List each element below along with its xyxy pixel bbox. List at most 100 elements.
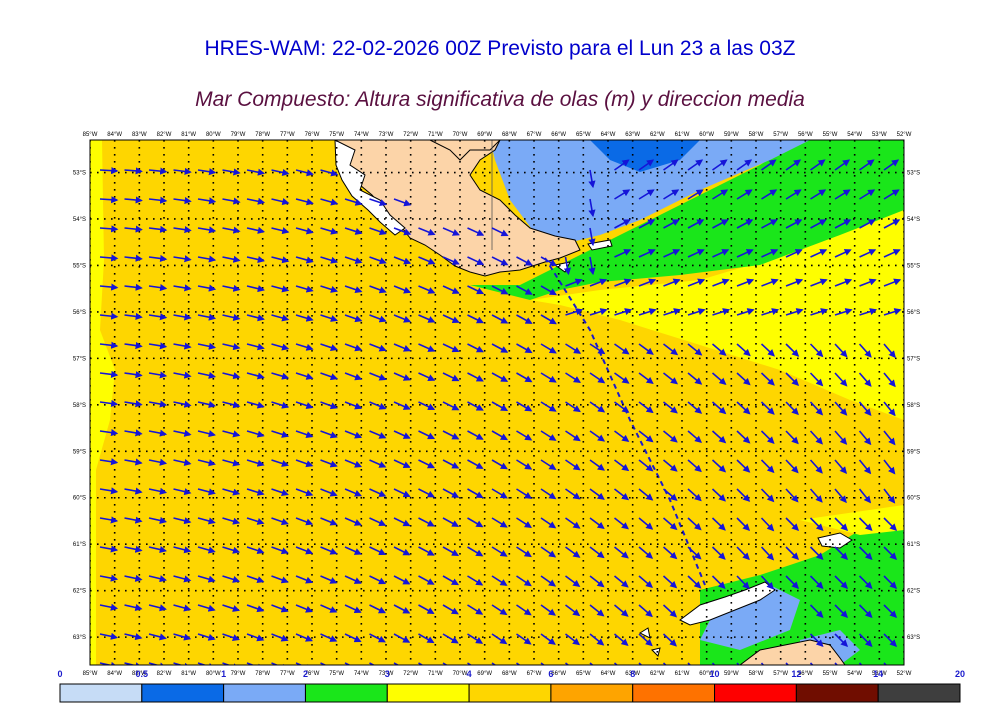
wave-arrow <box>687 488 702 502</box>
lon-label-bottom: 72°W <box>403 671 418 677</box>
wave-arrow <box>344 662 362 665</box>
wave-arrow <box>99 458 119 466</box>
wave-arrow <box>687 159 704 171</box>
wave-arrow <box>761 249 779 258</box>
wave-arrow <box>344 285 363 294</box>
wave-arrow <box>810 278 828 287</box>
wave-arrow <box>369 575 387 585</box>
wave-arrow <box>173 517 192 525</box>
lon-label-top: 82°W <box>157 132 172 138</box>
wave-arrow <box>540 314 557 325</box>
wave-arrow <box>418 662 424 665</box>
field-1-2m-southeast <box>700 585 800 650</box>
wave-arrow <box>124 633 143 641</box>
wave-arrow <box>565 633 581 646</box>
wave-arrow <box>834 219 852 229</box>
wave-arrow <box>858 633 873 648</box>
colorbar-box <box>714 683 797 703</box>
wave-arrow <box>810 159 826 171</box>
lat-label-left: 61°S <box>73 542 86 548</box>
wave-arrow <box>712 159 728 171</box>
wave-arrow <box>197 459 216 467</box>
wave-arrow <box>491 285 509 295</box>
wave-arrow <box>834 308 853 316</box>
wave-arrow <box>320 662 338 665</box>
lon-label-bottom: 74°W <box>354 671 369 677</box>
wave-arrow <box>858 546 873 561</box>
wave-arrow <box>638 219 656 229</box>
lat-label-right: 63°S <box>907 635 920 641</box>
wave-arrow <box>662 517 678 531</box>
land-small-island-3 <box>651 647 661 657</box>
wave-arrow <box>712 189 729 200</box>
wave-arrow <box>246 401 265 409</box>
wave-arrow <box>246 430 265 438</box>
chart-title: HRES-WAM: 22-02-2026 00Z Previsto para e… <box>204 37 796 60</box>
wave-arrow <box>687 372 703 385</box>
wave-arrow <box>442 488 460 498</box>
wave-arrow <box>858 459 872 475</box>
wave-arrow <box>859 219 876 229</box>
wave-arrow <box>393 517 411 527</box>
wave-arrow <box>516 488 533 499</box>
wave-arrow <box>638 189 655 200</box>
wave-arrow <box>663 219 680 229</box>
wave-arrow <box>687 219 705 229</box>
wave-arrow <box>810 189 827 200</box>
wave-arrow <box>761 159 777 171</box>
wave-arrow <box>810 219 827 229</box>
wave-arrow <box>173 255 192 263</box>
lon-label-bottom: 52°W <box>897 671 912 677</box>
wave-arrow <box>491 546 508 557</box>
wave-arrow <box>760 575 774 590</box>
lon-label-bottom: 81°W <box>181 671 196 677</box>
wave-arrow <box>785 430 799 445</box>
colorbar-labels: 0 0.5 1 2 3 4 6 8 10 12 14 20 <box>57 669 965 679</box>
lat-label-left: 57°S <box>73 356 86 362</box>
wave-arrow <box>761 308 780 316</box>
wave-arrow <box>540 517 557 529</box>
wave-arrow <box>491 633 508 645</box>
wave-arrow <box>883 430 896 446</box>
wave-arrow <box>197 401 216 409</box>
wave-arrow <box>736 308 755 316</box>
wave-arrow <box>320 401 338 410</box>
wave-arrow <box>173 458 192 466</box>
wave-arrow <box>810 249 828 258</box>
wave-arrow <box>148 254 168 263</box>
lon-labels-bottom: 85°W 84°W 83°W 82°W 81°W 80°W 79°W 78°W 77°W 76°W… <box>83 671 912 677</box>
wave-arrow <box>418 517 435 527</box>
wave-arrow <box>565 488 581 500</box>
land-chile-islands <box>334 140 406 236</box>
wave-arrow <box>148 487 168 495</box>
wave-arrow <box>491 459 508 470</box>
wave-arrow <box>540 604 556 616</box>
wave-arrow <box>736 546 750 561</box>
wave-arrow <box>124 458 143 466</box>
wave-arrow <box>246 517 265 525</box>
wave-arrow <box>491 517 508 528</box>
wave-arrow <box>173 284 192 292</box>
lon-label-top: 52°W <box>897 132 912 138</box>
wave-arrow <box>761 278 779 287</box>
lon-label-bottom: 71°W <box>428 671 443 677</box>
wave-arrow <box>442 546 460 557</box>
lon-label-top: 80°W <box>206 132 221 138</box>
wave-arrow <box>173 226 192 234</box>
lon-label-top: 59°W <box>724 132 739 138</box>
lat-label-left: 53°S <box>73 171 86 177</box>
wave-arrow <box>124 662 143 665</box>
wave-arrow <box>197 313 217 321</box>
lat-label-right: 55°S <box>907 263 920 269</box>
colorbar-tick-label: 10 <box>710 669 720 679</box>
wave-arrow <box>222 284 241 292</box>
wave-arrow <box>148 400 168 408</box>
wave-arrow <box>418 633 435 644</box>
wave-arrow <box>246 256 265 264</box>
wave-arrow <box>295 372 314 380</box>
colorbar-tick-label: 12 <box>791 669 801 679</box>
lat-label-left: 58°S <box>73 403 86 409</box>
wave-arrow <box>148 429 168 437</box>
lat-labels-left: 53°S 54°S 55°S 56°S 57°S 58°S 59°S 60°S 61°S 62°S… <box>73 171 86 642</box>
wave-arrow <box>638 604 653 618</box>
